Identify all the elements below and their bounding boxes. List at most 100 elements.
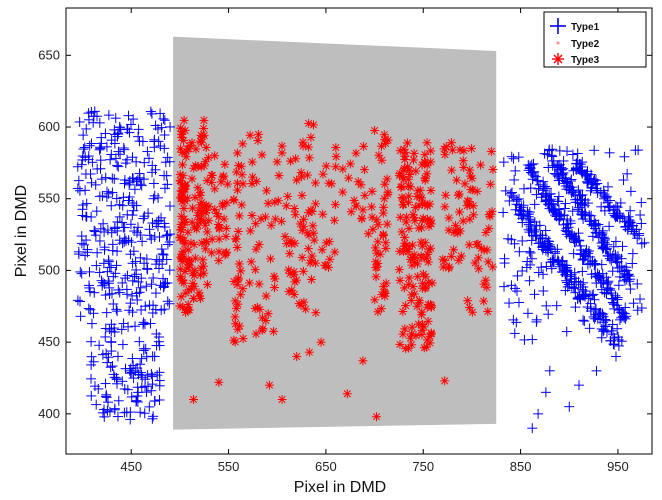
point-type1 <box>504 298 515 309</box>
point-type1 <box>513 297 524 308</box>
point-type3 <box>306 132 316 142</box>
legend-item-type3: Type3 <box>552 53 600 66</box>
point-type1 <box>543 244 554 255</box>
point-type1 <box>517 265 528 276</box>
point-type3 <box>283 191 293 201</box>
x-tick-label: 950 <box>607 459 629 474</box>
point-type3 <box>304 118 314 128</box>
point-type1 <box>632 305 643 316</box>
point-type3 <box>327 179 337 189</box>
point-type3 <box>196 263 206 273</box>
point-type1 <box>124 191 135 202</box>
point-type1 <box>589 145 600 156</box>
point-type3 <box>441 190 451 200</box>
point-type3 <box>297 253 307 263</box>
point-type1 <box>500 185 511 196</box>
point-type3 <box>405 333 415 343</box>
point-type3 <box>372 262 382 272</box>
point-type3 <box>189 163 199 173</box>
point-type3 <box>303 244 313 254</box>
point-type3 <box>346 207 356 217</box>
point-type1 <box>580 251 591 262</box>
point-type3 <box>247 210 257 220</box>
point-type3 <box>399 283 409 293</box>
point-type1 <box>159 115 170 126</box>
point-type3 <box>486 146 496 156</box>
point-type3 <box>210 151 220 161</box>
point-type1 <box>540 245 551 256</box>
point-type3 <box>286 236 296 246</box>
point-type3 <box>373 220 383 230</box>
point-type1 <box>104 406 115 417</box>
point-type1 <box>112 411 123 422</box>
point-type3 <box>291 154 301 164</box>
point-type1 <box>564 182 575 193</box>
point-type1 <box>592 313 603 324</box>
point-type1 <box>114 199 125 210</box>
point-type1 <box>89 225 100 236</box>
point-type1 <box>138 174 149 185</box>
point-type3 <box>367 212 377 222</box>
point-type1 <box>131 264 142 275</box>
point-type3 <box>238 334 248 344</box>
point-type1 <box>152 370 163 381</box>
point-type1 <box>108 369 119 380</box>
point-type3 <box>274 171 284 181</box>
point-type1 <box>603 201 614 212</box>
point-type1 <box>532 175 543 186</box>
point-type3 <box>370 125 380 135</box>
point-type1 <box>80 152 91 163</box>
point-type3 <box>234 259 244 269</box>
point-type1 <box>126 391 137 402</box>
point-type1 <box>541 300 552 311</box>
point-type1 <box>86 336 97 347</box>
point-type1 <box>147 413 158 424</box>
point-type1 <box>157 249 168 260</box>
point-type1 <box>589 294 600 305</box>
point-type1 <box>560 198 571 209</box>
point-type3 <box>479 296 489 306</box>
point-type3 <box>395 339 405 349</box>
point-type1 <box>512 270 523 281</box>
point-type1 <box>559 203 570 214</box>
point-type3 <box>311 308 321 318</box>
x-tick-label: 550 <box>218 459 240 474</box>
point-type3 <box>270 214 280 224</box>
point-type3 <box>408 210 418 220</box>
point-type1 <box>112 225 123 236</box>
point-type1 <box>135 407 146 418</box>
point-type1 <box>533 238 544 249</box>
point-type1 <box>86 373 97 384</box>
point-type3 <box>381 243 391 253</box>
point-type3 <box>281 201 291 211</box>
point-type3 <box>270 283 280 293</box>
point-type3 <box>382 219 392 229</box>
point-type1 <box>159 183 170 194</box>
point-type3 <box>407 322 417 332</box>
point-type1 <box>122 289 133 300</box>
point-type1 <box>586 169 597 180</box>
point-type3 <box>472 186 482 196</box>
point-type1 <box>137 236 148 247</box>
point-type1 <box>164 156 175 167</box>
point-type3 <box>265 254 275 264</box>
point-type3 <box>184 260 194 270</box>
point-type3 <box>381 139 391 149</box>
point-type1 <box>541 191 552 202</box>
point-type1 <box>78 144 89 155</box>
point-type1 <box>619 268 630 279</box>
point-type1 <box>129 271 140 282</box>
point-type1 <box>94 235 105 246</box>
point-type3 <box>254 129 264 139</box>
point-type3 <box>176 292 186 302</box>
point-type1 <box>107 173 118 184</box>
point-type1 <box>111 193 122 204</box>
point-type3 <box>197 238 207 248</box>
point-type1 <box>543 309 554 320</box>
point-type1 <box>531 314 542 325</box>
point-type3 <box>200 244 210 254</box>
point-type3 <box>178 171 188 181</box>
point-type3 <box>458 156 468 166</box>
point-type3 <box>186 238 196 248</box>
y-tick-label: 450 <box>38 334 60 349</box>
